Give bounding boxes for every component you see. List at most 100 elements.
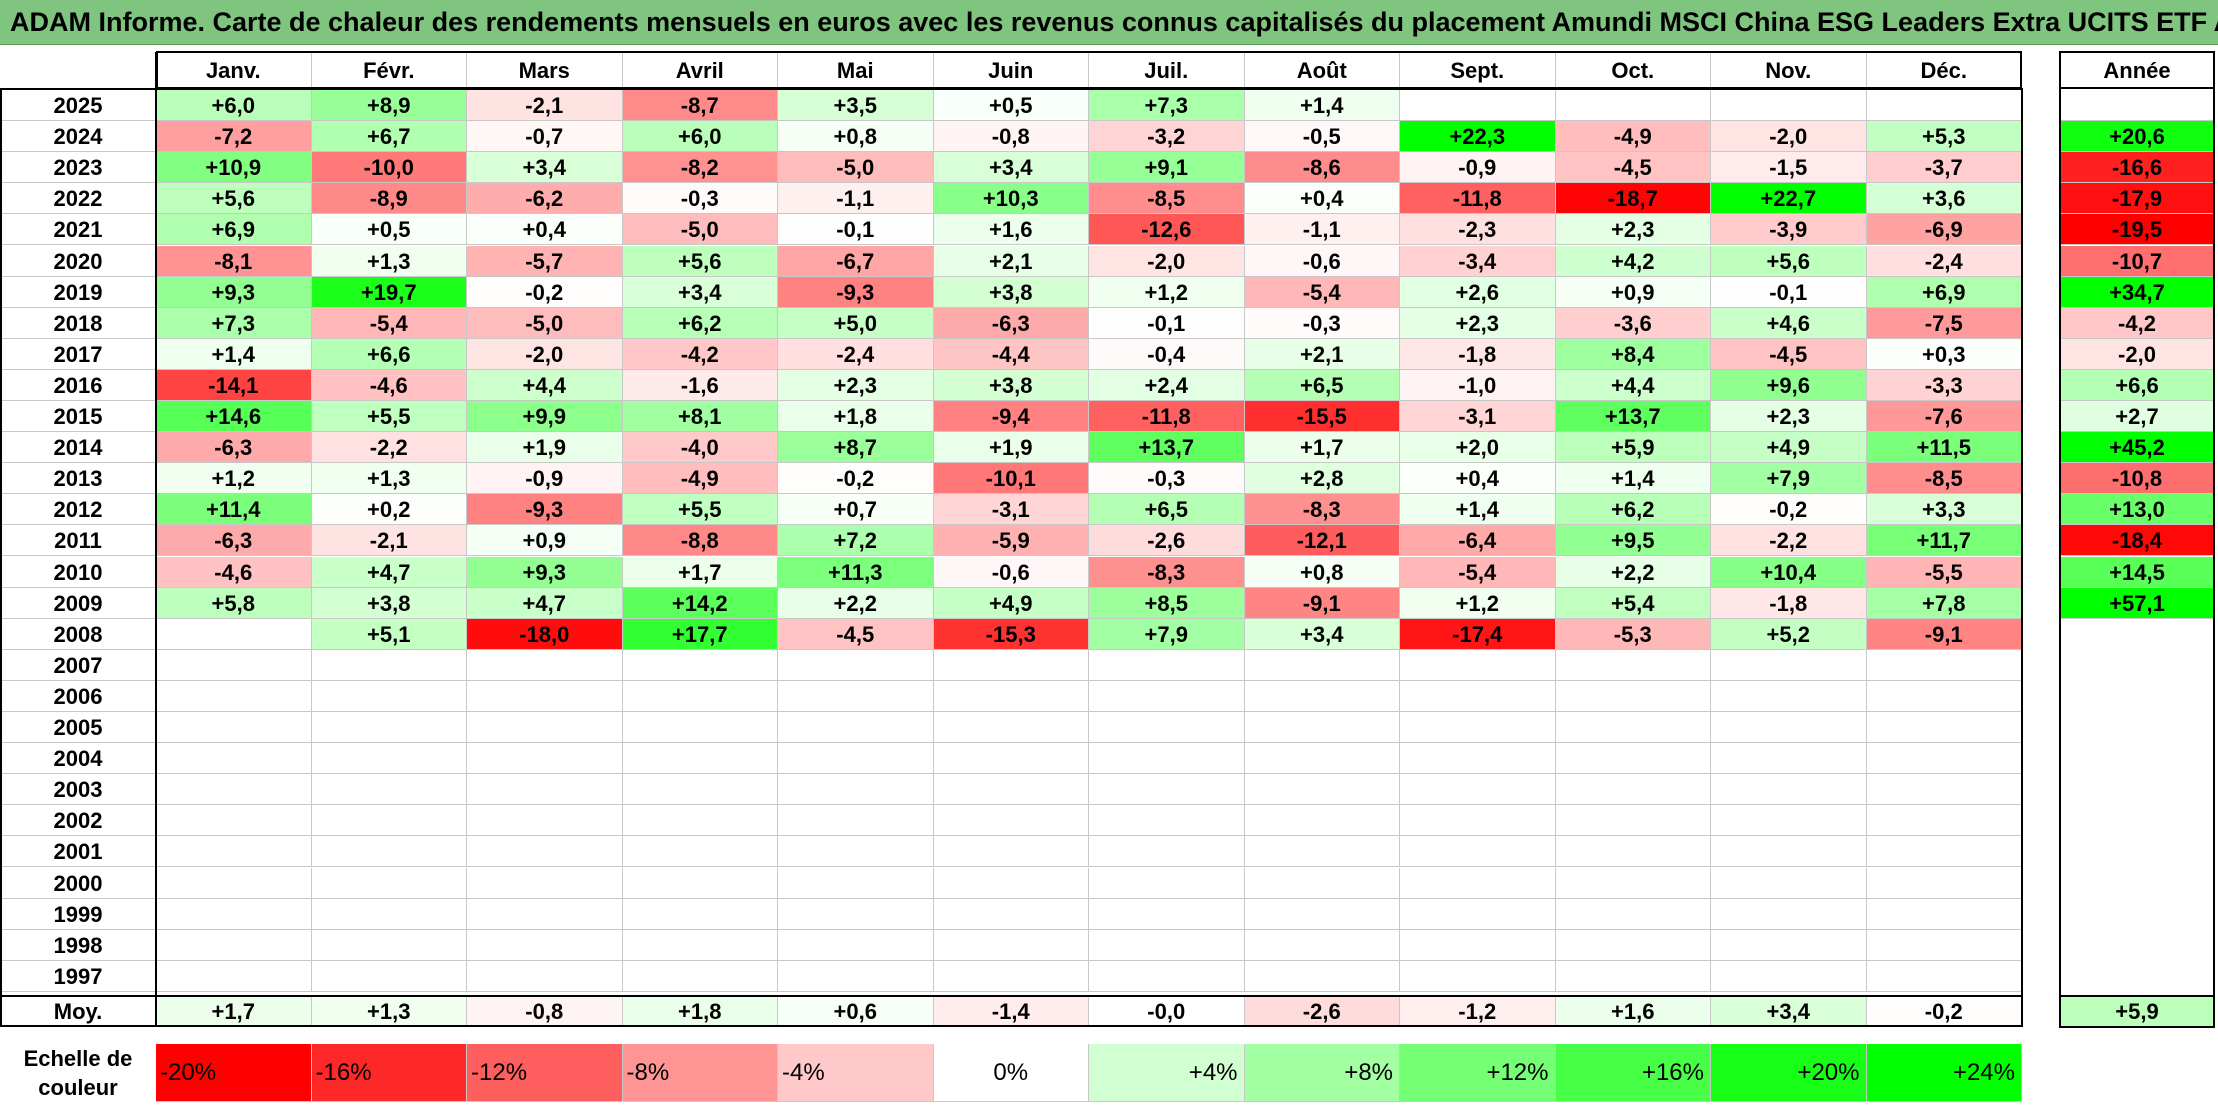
heatmap-cell: -18,0	[467, 618, 623, 650]
heatmap-cell	[467, 649, 623, 681]
heatmap-cell: -7,6	[1866, 401, 2022, 433]
month-header: Févr.	[311, 52, 467, 89]
heatmap-cell: -9,3	[467, 494, 623, 526]
heatmap-cell	[467, 867, 623, 899]
heatmap-cell: -8,5	[1089, 183, 1245, 215]
month-header: Août	[1244, 52, 1400, 89]
heatmap-cell: -8,3	[1089, 556, 1245, 588]
heatmap-cell	[622, 743, 778, 775]
heatmap-cell	[1555, 680, 1711, 712]
heatmap-cell: +6,9	[1866, 276, 2022, 308]
heatmap-cell: +4,4	[467, 369, 623, 401]
heatmap-cell	[1555, 90, 1711, 122]
heatmap-cell	[933, 743, 1089, 775]
heatmap-cell: -9,4	[933, 401, 1089, 433]
heatmap-cell	[1866, 712, 2022, 744]
row-year-label: 2018	[0, 308, 156, 339]
heatmap-cell	[1555, 649, 1711, 681]
heatmap-cell	[622, 960, 778, 992]
heatmap-cell: -5,4	[311, 307, 467, 339]
heatmap-cell	[1400, 743, 1556, 775]
heatmap-cell	[1711, 743, 1867, 775]
heatmap-cell	[1244, 712, 1400, 744]
heatmap-cell: +5,1	[311, 618, 467, 650]
heatmap-cell	[778, 929, 934, 961]
average-separator	[0, 995, 2023, 997]
row-year-label: 2017	[0, 339, 156, 370]
heatmap-cell	[1400, 649, 1556, 681]
row-year-label: 2012	[0, 494, 156, 526]
row-year-label: 2022	[0, 183, 156, 215]
heatmap-cell	[156, 929, 312, 961]
annual-cell: -17,9	[2060, 183, 2215, 215]
annual-cell: +2,7	[2060, 401, 2215, 433]
heatmap-cell: -1,0	[1400, 369, 1556, 401]
annual-cell	[2060, 90, 2215, 122]
heatmap-cell	[1244, 960, 1400, 992]
heatmap-cell	[1400, 90, 1556, 122]
heatmap-cell: -3,4	[1400, 245, 1556, 277]
heatmap-cell: -9,1	[1866, 618, 2022, 650]
heatmap-cell	[467, 960, 623, 992]
heatmap-cell: -2,1	[467, 90, 623, 122]
heatmap-cell: +3,6	[1866, 183, 2022, 215]
heatmap-cell	[1089, 774, 1245, 806]
heatmap-cell: -2,4	[778, 338, 934, 370]
heatmap-cell: +3,8	[311, 587, 467, 619]
heatmap-cell	[1866, 90, 2022, 122]
heatmap-cell: +3,3	[1866, 494, 2022, 526]
heatmap-cell: -3,1	[933, 494, 1089, 526]
heatmap-cell: +2,1	[933, 245, 1089, 277]
heatmap-cell: +1,4	[1555, 463, 1711, 495]
heatmap-cell: +2,1	[1244, 338, 1400, 370]
color-scale-stop: +24%	[1866, 1044, 2022, 1102]
chart-title: ADAM Informe. Carte de chaleur des rende…	[10, 7, 2218, 37]
heatmap-cell	[311, 712, 467, 744]
heatmap-cell: -5,7	[467, 245, 623, 277]
heatmap-cell	[778, 743, 934, 775]
heatmap-cell	[1089, 743, 1245, 775]
heatmap-cell: +14,2	[622, 587, 778, 619]
heatmap-cell: +7,9	[1089, 618, 1245, 650]
heatmap-cell	[1244, 774, 1400, 806]
heatmap-cell: +7,9	[1711, 463, 1867, 495]
heatmap-cell	[1400, 805, 1556, 837]
heatmap-cell: +2,2	[778, 587, 934, 619]
average-cell: -2,6	[1244, 997, 1400, 1027]
heatmap-cell	[1555, 743, 1711, 775]
heatmap-cell	[933, 929, 1089, 961]
heatmap-cell: -4,4	[933, 338, 1089, 370]
heatmap-cell: +6,2	[1555, 494, 1711, 526]
heatmap-cell: +3,4	[1244, 618, 1400, 650]
heatmap-cell	[622, 836, 778, 868]
heatmap-cell	[467, 712, 623, 744]
heatmap-cell	[622, 929, 778, 961]
heatmap-cell	[1089, 960, 1245, 992]
month-header: Mai	[778, 52, 934, 89]
heatmap-cell: -8,1	[156, 245, 312, 277]
heatmap-cell: +3,8	[933, 276, 1089, 308]
heatmap-cell: +10,9	[156, 152, 312, 184]
heatmap-cell: -10,0	[311, 152, 467, 184]
heatmap-cell	[1400, 712, 1556, 744]
heatmap-cell	[467, 743, 623, 775]
color-scale-stop: +20%	[1711, 1044, 1867, 1102]
heatmap-cell	[1089, 836, 1245, 868]
heatmap-cell: +0,5	[311, 214, 467, 246]
annual-cell: -10,8	[2060, 463, 2215, 495]
heatmap-cell	[1711, 680, 1867, 712]
heatmap-cell: -7,5	[1866, 307, 2022, 339]
heatmap-cell: -0,9	[1400, 152, 1556, 184]
row-year-label: 2014	[0, 432, 156, 464]
heatmap-cell: -6,3	[156, 525, 312, 557]
heatmap-cell	[1400, 929, 1556, 961]
heatmap-cell	[622, 712, 778, 744]
heatmap-cell	[156, 867, 312, 899]
average-cell: -1,2	[1400, 997, 1556, 1027]
heatmap-cell: +7,3	[1089, 90, 1245, 122]
heatmap-cell: +6,9	[156, 214, 312, 246]
heatmap-cell	[1555, 805, 1711, 837]
heatmap-cell	[778, 680, 934, 712]
color-scale-stop: 0%	[933, 1044, 1089, 1102]
average-cell: +3,4	[1711, 997, 1867, 1027]
